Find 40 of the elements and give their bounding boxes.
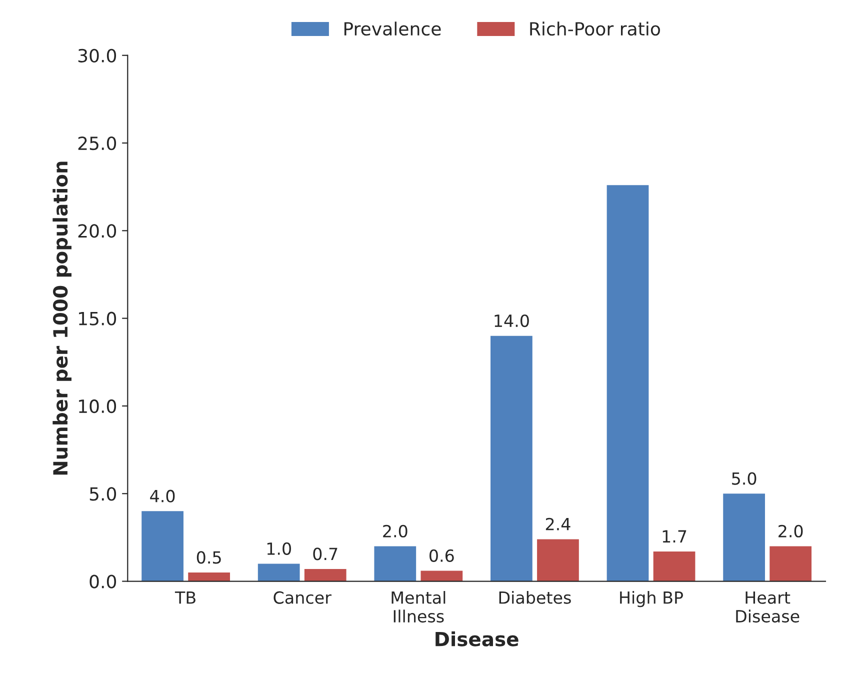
x-tick-label: High BP [620,591,683,608]
x-tick-label: Heart Disease [736,592,800,623]
legend-label: Rich-Poor ratio [530,22,660,36]
y-tick-label: 10.0 [79,399,116,414]
x-tick-label: Mental Illness [392,591,446,623]
data-label: 5.0 [732,472,756,485]
bar [188,572,230,582]
data-label: 14.0 [494,314,529,328]
data-label: 4.0 [150,490,175,502]
x-tick-label: Diabetes [499,591,571,604]
bar [490,336,532,582]
bar [142,511,184,582]
data-label: 1.7 [662,530,686,542]
bar [653,551,696,582]
data-label: 2.4 [546,518,570,530]
bar [770,546,812,582]
data-label: 2.0 [383,524,408,538]
bar [537,539,579,582]
bar [723,494,765,582]
y-tick-label: 15.0 [79,312,116,326]
y-tick-label: 0.0 [90,574,116,588]
data-label: 1.0 [267,542,291,555]
bar [420,570,463,582]
y-tick-label: 25.0 [78,136,116,150]
data-label: 0.6 [430,549,454,562]
y-tick-label: 5.0 [90,487,116,501]
bar [304,569,346,582]
x-axis-title: Disease [436,631,518,646]
data-label: 2.0 [778,524,803,538]
bar [374,546,416,582]
y-tick-label: 20.0 [78,224,116,238]
x-tick-label: Cancer [274,591,332,604]
legend-label: Prevalence [344,22,441,36]
bar [258,564,300,582]
y-tick-label: 30.0 [78,48,116,62]
x-tick-label: TB [174,592,196,604]
data-label: 0.5 [196,551,221,564]
data-label: 0.7 [313,548,338,560]
bar [606,185,649,582]
y-axis-title: Number per 1000 population [52,162,72,475]
